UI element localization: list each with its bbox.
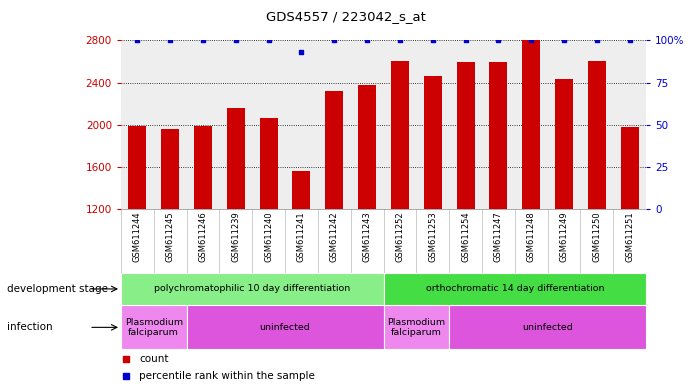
Text: Plasmodium
falciparum: Plasmodium falciparum: [124, 318, 183, 337]
Point: [558, 37, 569, 43]
Point: [296, 49, 307, 55]
Bar: [187, 305, 384, 349]
Text: GSM611249: GSM611249: [560, 211, 569, 262]
Bar: [588, 61, 606, 209]
Bar: [227, 108, 245, 209]
Text: GSM611246: GSM611246: [198, 211, 207, 262]
Text: GSM611248: GSM611248: [527, 211, 536, 262]
Bar: [555, 79, 573, 209]
Point: [329, 37, 340, 43]
Bar: [384, 273, 646, 305]
Text: GSM611242: GSM611242: [330, 211, 339, 262]
Bar: [292, 171, 310, 209]
Bar: [194, 126, 212, 209]
Text: GSM611254: GSM611254: [461, 211, 470, 262]
Text: GSM611247: GSM611247: [494, 211, 503, 262]
Text: count: count: [140, 354, 169, 364]
Text: uninfected: uninfected: [522, 323, 573, 332]
Bar: [457, 63, 475, 209]
Bar: [522, 40, 540, 209]
Text: uninfected: uninfected: [260, 323, 310, 332]
Text: GSM611252: GSM611252: [395, 211, 404, 262]
Point: [164, 37, 176, 43]
Bar: [260, 118, 278, 209]
Bar: [129, 126, 146, 209]
Point: [230, 37, 241, 43]
Bar: [424, 76, 442, 209]
Bar: [121, 305, 187, 349]
Bar: [391, 61, 409, 209]
Point: [427, 37, 438, 43]
Bar: [449, 305, 646, 349]
Point: [624, 37, 635, 43]
Text: GSM611240: GSM611240: [264, 211, 273, 262]
Bar: [489, 63, 507, 209]
Text: GSM611250: GSM611250: [592, 211, 601, 262]
Point: [132, 37, 143, 43]
Point: [121, 356, 132, 362]
Text: Plasmodium
falciparum: Plasmodium falciparum: [387, 318, 446, 337]
Point: [591, 37, 603, 43]
Point: [526, 37, 537, 43]
Text: GSM611244: GSM611244: [133, 211, 142, 262]
Point: [395, 37, 406, 43]
Text: GSM611245: GSM611245: [166, 211, 175, 262]
Point: [198, 37, 209, 43]
Point: [361, 37, 372, 43]
Bar: [325, 91, 343, 209]
Text: GSM611253: GSM611253: [428, 211, 437, 262]
Point: [263, 37, 274, 43]
Text: GDS4557 / 223042_s_at: GDS4557 / 223042_s_at: [265, 10, 426, 23]
Bar: [121, 273, 384, 305]
Point: [460, 37, 471, 43]
Bar: [621, 127, 638, 209]
Text: development stage: development stage: [7, 284, 108, 294]
Text: orthochromatic 14 day differentiation: orthochromatic 14 day differentiation: [426, 285, 604, 293]
Bar: [384, 305, 449, 349]
Point: [493, 37, 504, 43]
Text: GSM611241: GSM611241: [297, 211, 306, 262]
Text: GSM611251: GSM611251: [625, 211, 634, 262]
Text: GSM611243: GSM611243: [363, 211, 372, 262]
Text: polychromatophilic 10 day differentiation: polychromatophilic 10 day differentiatio…: [154, 285, 350, 293]
Point: [121, 373, 132, 379]
Text: percentile rank within the sample: percentile rank within the sample: [140, 371, 315, 381]
Bar: [161, 129, 179, 209]
Text: GSM611239: GSM611239: [231, 211, 240, 262]
Bar: [358, 84, 376, 209]
Text: infection: infection: [7, 322, 53, 333]
